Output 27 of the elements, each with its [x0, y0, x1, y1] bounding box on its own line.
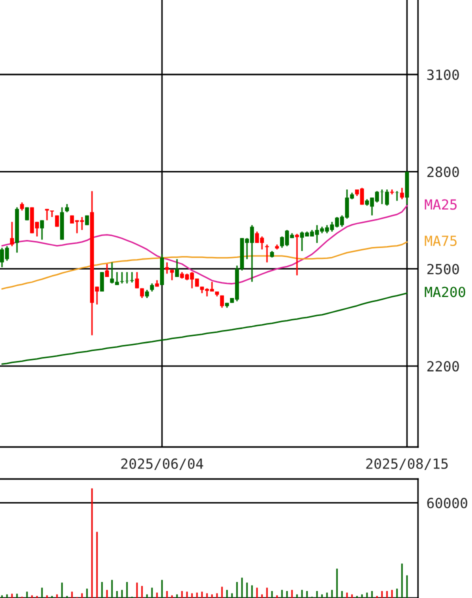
candlestick — [295, 233, 299, 276]
candlestick — [130, 271, 134, 284]
y-tick-label: 3100 — [427, 70, 459, 80]
candlestick — [175, 258, 179, 278]
series-label: MA200 — [424, 286, 466, 298]
candlestick — [10, 221, 14, 247]
y-tick-label: 60000 — [427, 498, 468, 508]
x-tick-label: 2025/06/04 — [121, 458, 204, 470]
y-tick-label: 2500 — [427, 264, 459, 274]
series-label: MA75 — [424, 236, 457, 246]
candlestick — [40, 220, 44, 240]
line-series — [1, 241, 408, 290]
y-tick-label: 2200 — [427, 361, 459, 372]
y-tick-label: 2800 — [427, 166, 459, 178]
series-label: MA25 — [424, 199, 457, 210]
candlestick — [400, 187, 404, 200]
candlestick — [220, 294, 224, 308]
candlestick — [265, 244, 269, 264]
candlestick — [25, 206, 29, 221]
candlestick — [165, 262, 169, 274]
candlestick — [105, 263, 109, 278]
x-tick-label: 2025/08/15 — [366, 458, 448, 470]
candlestick — [385, 188, 389, 206]
candlestick — [120, 271, 124, 284]
line-series — [1, 292, 408, 365]
candlestick — [135, 271, 139, 289]
line-series — [1, 204, 408, 284]
